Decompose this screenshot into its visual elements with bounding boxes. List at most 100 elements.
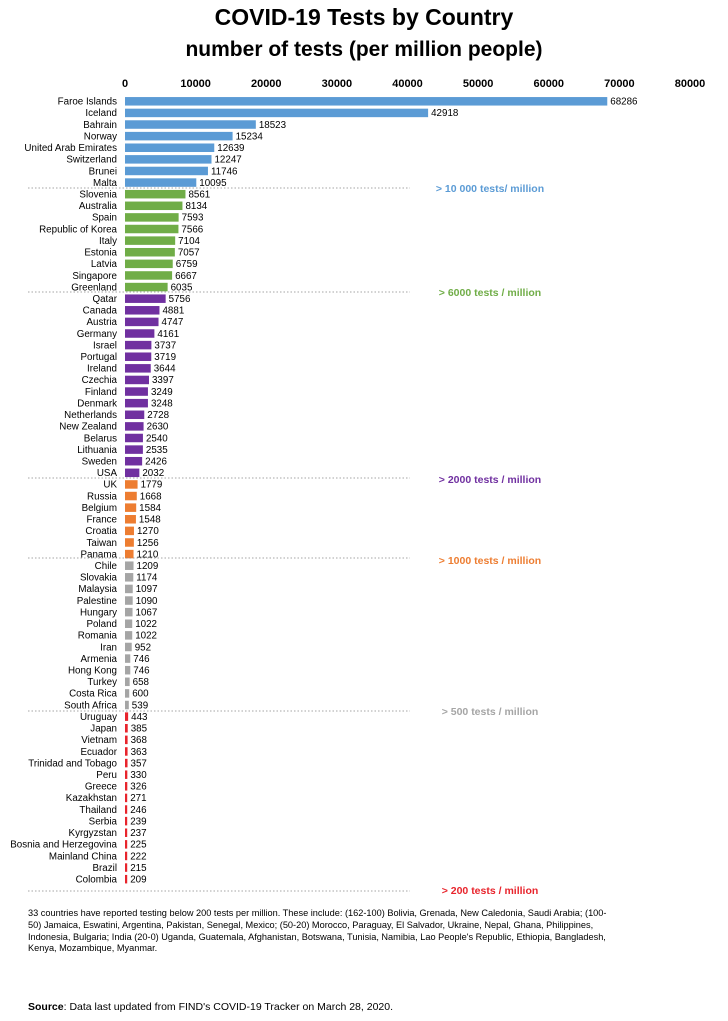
data-label: 2540	[146, 433, 168, 444]
bar	[125, 596, 133, 605]
category-label: Poland	[86, 619, 117, 630]
bar	[125, 735, 128, 745]
source-text: : Data last updated from FIND's COVID-19…	[63, 1001, 394, 1013]
bar	[125, 851, 128, 861]
data-label: 746	[133, 654, 150, 665]
bar	[125, 677, 130, 687]
group-threshold-label: > 2000 tests / million	[439, 474, 541, 486]
bar	[125, 189, 186, 199]
bar	[125, 619, 133, 629]
category-label: Canada	[83, 306, 118, 317]
bar	[125, 689, 130, 698]
bar	[125, 874, 128, 884]
data-label: 658	[133, 677, 150, 688]
bar	[125, 573, 134, 582]
category-label: Russia	[87, 491, 117, 502]
category-label: Faroe Islands	[58, 97, 117, 108]
data-label: 746	[133, 665, 150, 676]
data-label: 1584	[139, 503, 161, 514]
category-label: Greenland	[71, 282, 117, 293]
bar	[125, 654, 131, 663]
bar	[125, 271, 173, 280]
category-label: United Arab Emirates	[24, 143, 117, 154]
bar	[125, 306, 160, 315]
group-separators: > 10 000 tests/ million > 6000 tests / mi…	[28, 183, 544, 897]
category-label: Israel	[93, 340, 117, 351]
data-label: 3249	[151, 387, 173, 398]
bar	[125, 294, 166, 303]
x-tick-label: 10000	[180, 78, 211, 90]
data-label: 2630	[147, 422, 169, 433]
bar-series: Faroe Islands 68286 Iceland 42918 Bahrain 185…	[10, 97, 638, 886]
bar	[125, 213, 179, 222]
category-label: Kazakhstan	[66, 793, 117, 804]
category-label: Greece	[85, 782, 118, 793]
data-label: 2535	[146, 445, 168, 456]
data-label: 1548	[139, 515, 161, 526]
bar	[125, 700, 129, 710]
bar	[125, 793, 128, 803]
x-tick-label: 0	[122, 78, 128, 90]
data-label: 225	[130, 840, 147, 851]
data-label: 3644	[154, 364, 176, 375]
data-label: 1174	[136, 573, 158, 584]
data-label: 11746	[211, 166, 238, 177]
bar	[125, 642, 132, 652]
bar	[125, 398, 148, 408]
group-threshold-label: > 500 tests / million	[442, 706, 539, 718]
bar	[125, 282, 168, 292]
data-label: 42918	[431, 108, 459, 119]
x-tick-label: 70000	[604, 78, 635, 90]
category-label: Belgium	[82, 503, 117, 514]
bar	[125, 665, 131, 675]
bar	[125, 387, 148, 396]
category-label: Iran	[100, 642, 117, 653]
data-label: 363	[131, 747, 148, 758]
bar	[125, 515, 136, 524]
bar	[125, 120, 256, 129]
bar	[125, 712, 129, 721]
category-label: Thailand	[79, 805, 117, 816]
data-label: 600	[132, 689, 149, 700]
bar	[125, 236, 176, 245]
x-tick-label: 20000	[251, 78, 282, 90]
bar	[125, 561, 134, 570]
category-label: Belarus	[84, 433, 117, 444]
bar	[125, 747, 128, 756]
category-label: Uruguay	[80, 712, 117, 723]
category-label: France	[87, 515, 118, 526]
bar	[125, 491, 137, 501]
category-label: Italy	[99, 236, 117, 247]
bar	[125, 480, 138, 489]
data-label: 2728	[147, 410, 169, 421]
category-label: Czechia	[82, 375, 118, 386]
data-label: 4881	[162, 306, 184, 317]
category-label: Malaysia	[78, 584, 117, 595]
data-label: 1067	[136, 607, 158, 618]
bar	[125, 410, 145, 420]
category-label: Ireland	[87, 364, 117, 375]
data-label: 68286	[610, 97, 638, 108]
data-label: 5756	[169, 294, 191, 305]
category-label: Singapore	[72, 271, 117, 282]
data-label: 15234	[236, 131, 264, 142]
data-label: 6667	[175, 271, 197, 282]
category-label: Panama	[81, 549, 118, 560]
x-tick-label: 40000	[392, 78, 423, 90]
category-label: Switzerland	[66, 155, 117, 166]
data-label: 209	[130, 874, 146, 885]
category-label: Romania	[78, 631, 118, 642]
bar	[125, 503, 137, 512]
bar	[125, 201, 183, 211]
bar	[125, 456, 143, 466]
data-label: 237	[130, 828, 146, 839]
category-label: Trinidad and Tobago	[28, 758, 117, 769]
bar	[125, 247, 175, 257]
data-label: 368	[131, 735, 148, 746]
data-label: 1209	[137, 561, 159, 572]
category-label: Japan	[90, 724, 117, 735]
category-label: Hong Kong	[68, 665, 117, 676]
bar	[125, 538, 134, 547]
data-label: 4747	[162, 317, 184, 328]
data-label: 1022	[135, 619, 157, 630]
